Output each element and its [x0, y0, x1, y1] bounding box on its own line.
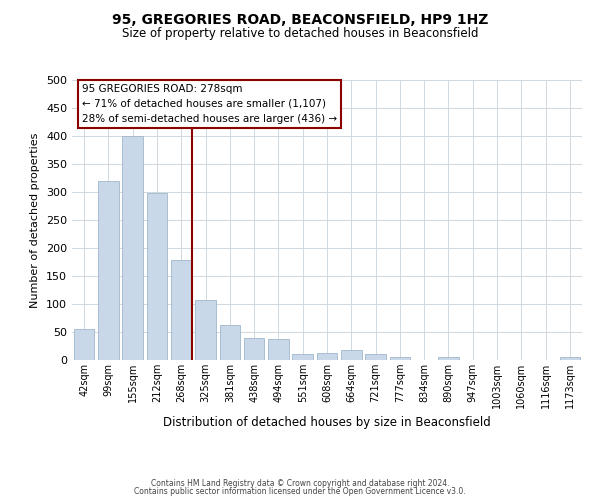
Bar	[98, 181, 119, 360]
Bar	[292, 354, 313, 360]
Bar	[268, 340, 289, 360]
Text: 95 GREGORIES ROAD: 278sqm
← 71% of detached houses are smaller (1,107)
28% of se: 95 GREGORIES ROAD: 278sqm ← 71% of detac…	[82, 84, 337, 124]
Bar	[365, 354, 386, 360]
Bar	[122, 136, 143, 360]
Text: 95, GREGORIES ROAD, BEACONSFIELD, HP9 1HZ: 95, GREGORIES ROAD, BEACONSFIELD, HP9 1H…	[112, 12, 488, 26]
Text: Contains public sector information licensed under the Open Government Licence v3: Contains public sector information licen…	[134, 487, 466, 496]
Bar	[244, 338, 265, 360]
Bar	[195, 300, 216, 360]
Bar	[317, 352, 337, 360]
Bar	[146, 193, 167, 360]
Bar	[171, 260, 191, 360]
Bar	[74, 329, 94, 360]
Bar	[341, 350, 362, 360]
Text: Contains HM Land Registry data © Crown copyright and database right 2024.: Contains HM Land Registry data © Crown c…	[151, 478, 449, 488]
Bar	[560, 357, 580, 360]
Bar	[389, 357, 410, 360]
Y-axis label: Number of detached properties: Number of detached properties	[31, 132, 40, 308]
Bar	[220, 324, 240, 360]
Bar	[438, 357, 459, 360]
X-axis label: Distribution of detached houses by size in Beaconsfield: Distribution of detached houses by size …	[163, 416, 491, 430]
Text: Size of property relative to detached houses in Beaconsfield: Size of property relative to detached ho…	[122, 28, 478, 40]
